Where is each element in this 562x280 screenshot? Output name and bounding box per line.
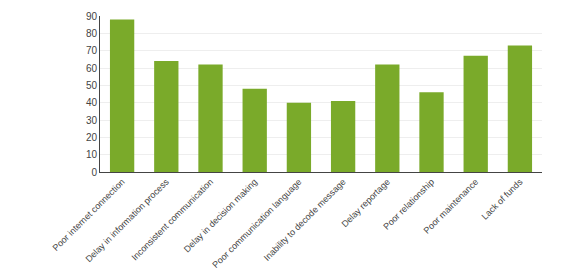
- svg-text:80: 80: [86, 28, 98, 39]
- svg-text:60: 60: [86, 63, 98, 74]
- svg-text:70: 70: [86, 45, 98, 56]
- svg-text:Delay in information process: Delay in information process: [84, 176, 172, 264]
- svg-text:Poor maintenance: Poor maintenance: [422, 177, 481, 236]
- svg-text:Inconsistent communication: Inconsistent communication: [129, 177, 215, 263]
- svg-text:Delay reportage: Delay reportage: [340, 177, 392, 229]
- svg-text:Delay in decision making: Delay in decision making: [182, 177, 259, 254]
- svg-text:20: 20: [86, 132, 98, 143]
- svg-text:30: 30: [86, 115, 98, 126]
- svg-text:Lack of funds: Lack of funds: [480, 176, 525, 221]
- svg-text:50: 50: [86, 80, 98, 91]
- svg-text:Poor internet connection: Poor internet connection: [51, 177, 127, 253]
- svg-text:Inability to decode message: Inability to decode message: [262, 177, 348, 263]
- svg-text:Poor communication language: Poor communication language: [210, 177, 303, 270]
- svg-text:40: 40: [86, 97, 98, 108]
- svg-text:90: 90: [86, 11, 98, 22]
- svg-text:Poor relationship: Poor relationship: [381, 177, 436, 232]
- svg-text:0: 0: [91, 167, 97, 178]
- svg-text:10: 10: [86, 149, 98, 160]
